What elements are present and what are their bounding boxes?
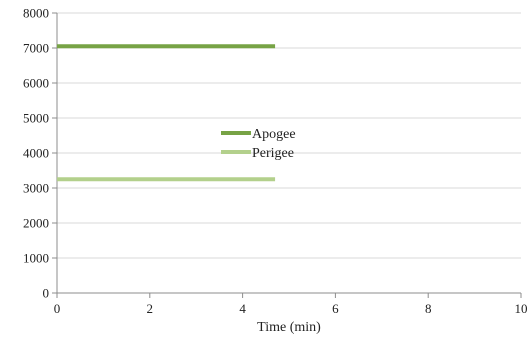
- x-tick-label: 10: [515, 301, 528, 316]
- y-tick-label: 3000: [23, 181, 49, 196]
- y-tick-label: 8000: [23, 6, 49, 21]
- y-tick-label: 6000: [23, 76, 49, 91]
- x-tick-label: 8: [425, 301, 432, 316]
- axes: [52, 12, 522, 298]
- y-tick-labels: 0 1000 2000 3000 4000 5000 6000 7000 8000: [23, 6, 49, 301]
- x-tick-label: 4: [239, 301, 246, 316]
- series: [57, 44, 276, 182]
- x-tick-label: 0: [54, 301, 61, 316]
- y-tick-label: 2000: [23, 216, 49, 231]
- y-tick-label: 4000: [23, 146, 49, 161]
- x-axis-label: Time (min): [257, 320, 321, 335]
- y-tick-label: 5000: [23, 111, 49, 126]
- legend-label-apogee: Apogee: [252, 127, 296, 142]
- x-tick-label: 6: [332, 301, 339, 316]
- y-tick-label: 7000: [23, 41, 49, 56]
- x-tick-label: 2: [147, 301, 154, 316]
- x-tick-labels: 0 2 4 6 8 10: [54, 301, 528, 316]
- legend: Apogee Perigee: [221, 127, 296, 161]
- legend-label-perigee: Perigee: [252, 146, 294, 161]
- y-tick-label: 1000: [23, 251, 49, 266]
- y-tick-label: 0: [43, 286, 50, 301]
